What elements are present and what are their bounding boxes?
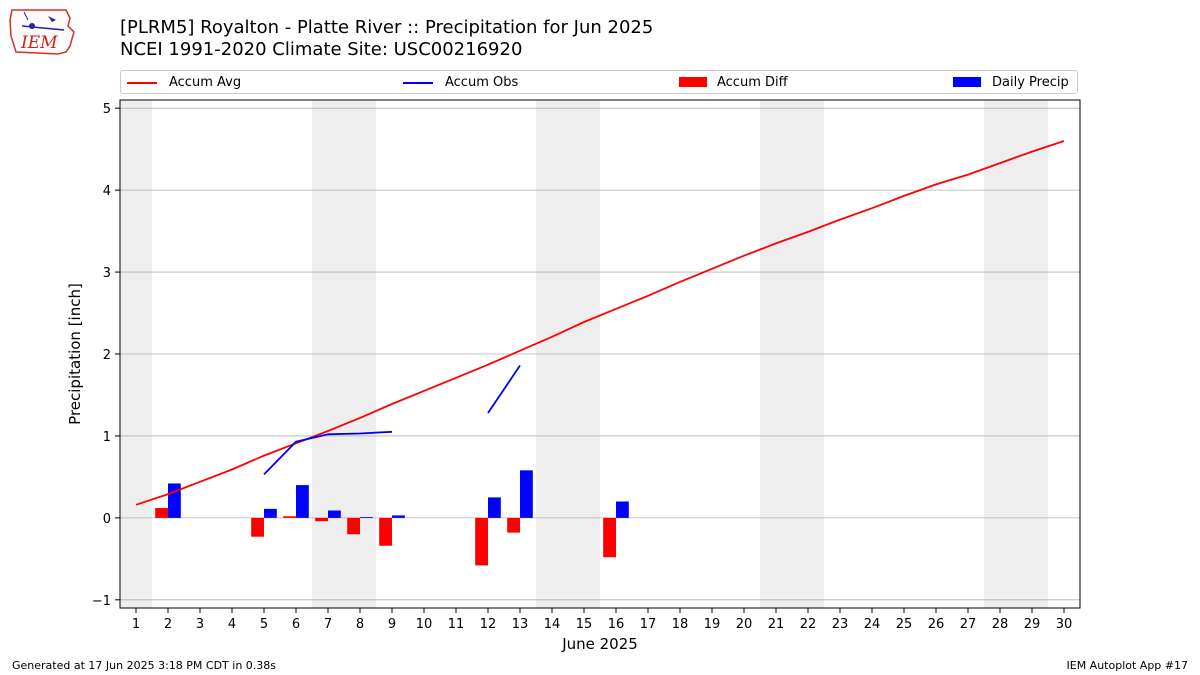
y-tick-label-4: 4 <box>103 184 111 199</box>
x-tick-label-1: 1 <box>132 617 140 632</box>
y-tick-label-5: 5 <box>103 102 111 117</box>
iem-logo-icon: IEM <box>9 9 75 55</box>
bar-accum-diff-day-12 <box>475 517 488 566</box>
x-tick-label-2: 2 <box>164 617 172 632</box>
x-tick-label-22: 22 <box>800 617 817 632</box>
legend-swatch-accum-obs <box>403 82 433 84</box>
line-accum-obs-segment-1 <box>263 430 393 476</box>
legend-swatch-daily-precip <box>953 77 981 87</box>
bar-accum-diff-day-8 <box>347 517 360 535</box>
line-accum-avg-segment-1 <box>135 140 1065 506</box>
chart-legend: Accum Avg Accum Obs Accum Diff Daily Pre… <box>120 70 1078 94</box>
x-tick-label-18: 18 <box>672 617 689 632</box>
bar-daily-precip-day-8 <box>360 517 373 518</box>
chart-title: [PLRM5] Royalton - Platte River :: Preci… <box>120 17 654 38</box>
x-tick-label-9: 9 <box>388 617 396 632</box>
bar-accum-diff-day-5 <box>251 517 264 537</box>
y-tick-label--1: −1 <box>92 594 111 609</box>
bar-daily-precip-day-13 <box>520 470 533 518</box>
x-tick-label-8: 8 <box>356 617 364 632</box>
x-tick-label-30: 30 <box>1056 617 1073 632</box>
x-axis-label: June 2025 <box>561 635 638 653</box>
x-tick-label-7: 7 <box>324 617 332 632</box>
bar-accum-diff-day-13 <box>507 517 520 533</box>
bar-daily-precip-day-9 <box>392 515 405 518</box>
iem-logo-text: IEM <box>20 33 58 53</box>
bar-daily-precip-day-7 <box>328 510 341 518</box>
footer-generated: Generated at 17 Jun 2025 3:18 PM CDT in … <box>12 659 277 672</box>
x-tick-label-6: 6 <box>292 617 300 632</box>
y-tick-label-1: 1 <box>103 430 111 445</box>
x-tick-label-29: 29 <box>1024 617 1041 632</box>
legend-label-accum-obs: Accum Obs <box>445 75 519 90</box>
legend-label-accum-avg: Accum Avg <box>169 75 242 90</box>
bar-accum-diff-day-2 <box>155 508 168 518</box>
x-tick-label-27: 27 <box>960 617 977 632</box>
x-tick-label-17: 17 <box>640 617 657 632</box>
bar-accum-diff-day-9 <box>379 517 392 546</box>
bar-daily-precip-day-6 <box>296 485 309 518</box>
chart-subtitle: NCEI 1991-2020 Climate Site: USC00216920 <box>120 39 523 60</box>
x-tick-label-12: 12 <box>480 617 497 632</box>
legend-label-daily-precip: Daily Precip <box>992 75 1069 90</box>
x-tick-label-5: 5 <box>260 617 268 632</box>
y-axis-label: Precipitation [inch] <box>66 283 84 425</box>
legend-label-accum-diff: Accum Diff <box>717 75 788 90</box>
x-tick-label-4: 4 <box>228 617 236 632</box>
x-tick-label-10: 10 <box>416 617 433 632</box>
x-tick-label-21: 21 <box>768 617 785 632</box>
x-tick-label-13: 13 <box>512 617 529 632</box>
bar-daily-precip-day-16 <box>616 501 629 518</box>
x-tick-label-23: 23 <box>832 617 849 632</box>
x-tick-label-19: 19 <box>704 617 721 632</box>
bar-daily-precip-day-12 <box>488 497 501 518</box>
x-tick-label-3: 3 <box>196 617 204 632</box>
iem-logo: IEM <box>8 6 80 58</box>
y-tick-label-2: 2 <box>103 348 111 363</box>
x-tick-label-26: 26 <box>928 617 945 632</box>
bar-daily-precip-day-5 <box>264 508 277 518</box>
x-tick-label-14: 14 <box>544 617 561 632</box>
bar-accum-diff-day-16 <box>603 517 616 558</box>
x-tick-label-25: 25 <box>896 617 913 632</box>
legend-swatch-accum-diff <box>679 77 707 87</box>
y-tick-label-3: 3 <box>103 266 111 281</box>
x-tick-label-15: 15 <box>576 617 593 632</box>
legend-swatch-accum-avg <box>127 82 157 84</box>
x-tick-label-20: 20 <box>736 617 753 632</box>
bar-accum-diff-day-7 <box>315 517 328 522</box>
x-tick-label-16: 16 <box>608 617 625 632</box>
line-accum-obs-segment-2 <box>487 364 521 414</box>
x-tick-label-28: 28 <box>992 617 1009 632</box>
bar-accum-diff-day-6 <box>283 516 296 518</box>
bar-daily-precip-day-2 <box>168 483 181 518</box>
x-tick-label-11: 11 <box>448 617 465 632</box>
x-tick-label-24: 24 <box>864 617 881 632</box>
footer-app-id: IEM Autoplot App #17 <box>1066 659 1189 672</box>
y-tick-label-0: 0 <box>103 512 111 527</box>
